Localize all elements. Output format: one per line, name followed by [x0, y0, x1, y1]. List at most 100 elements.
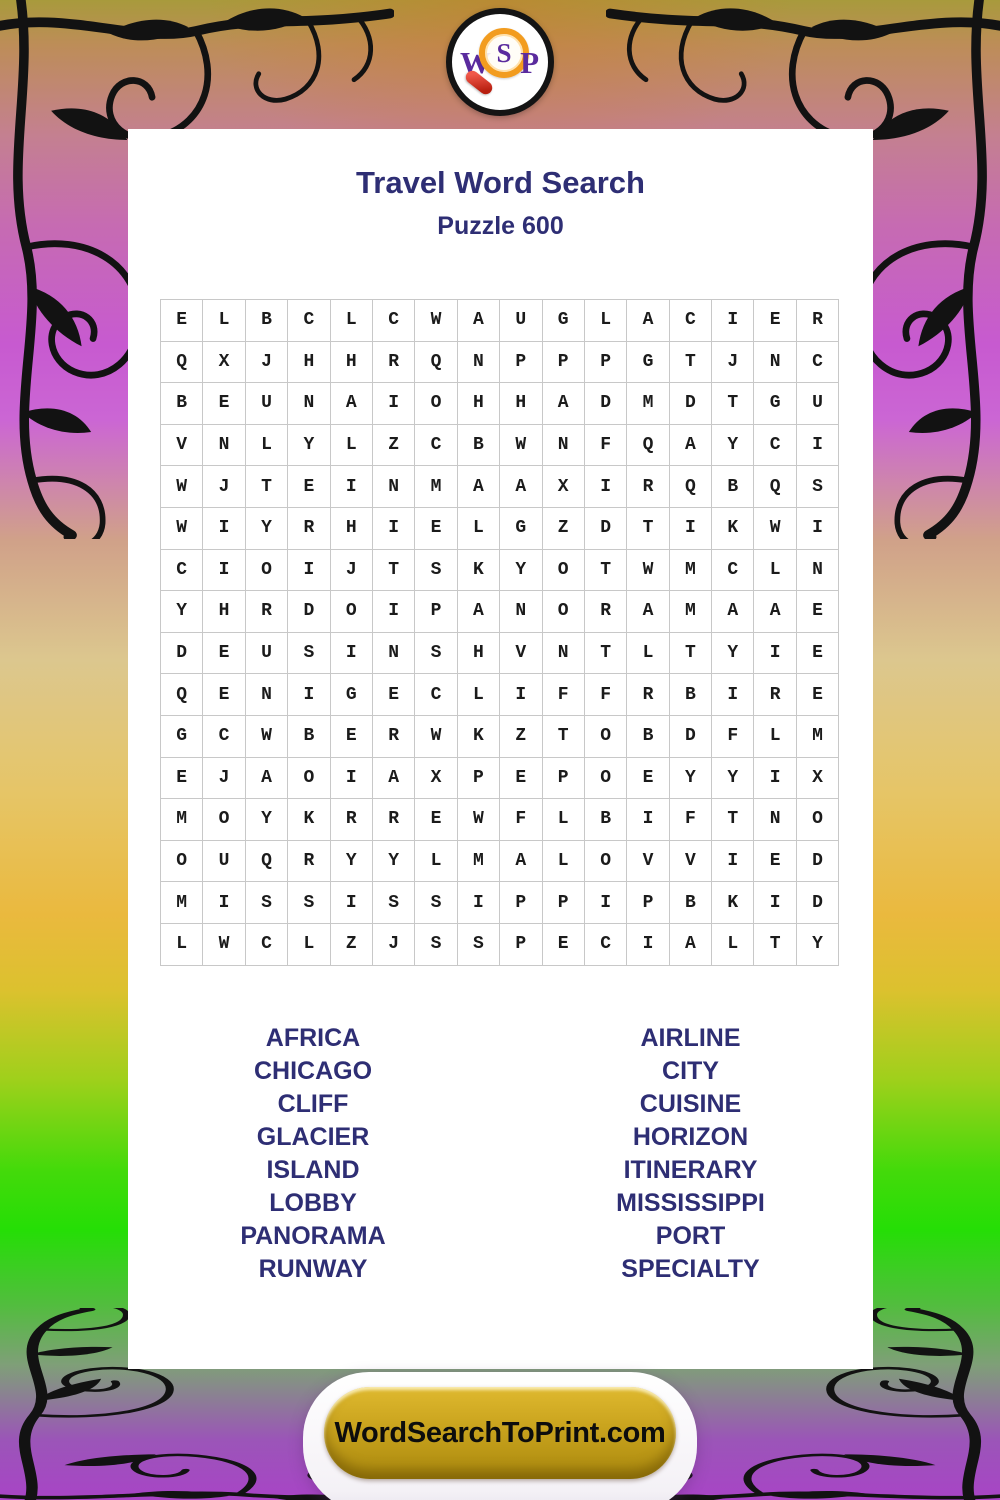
grid-cell: W: [415, 300, 458, 342]
grid-cell: I: [330, 882, 373, 924]
grid-cell: K: [457, 715, 501, 758]
grid-cell: I: [754, 882, 797, 924]
grid-cell: M: [627, 383, 670, 425]
grid-cell: M: [161, 882, 204, 924]
grid-cell: Y: [288, 424, 331, 467]
grid-cell: R: [627, 466, 670, 508]
word-list-item: CHICAGO: [253, 1057, 373, 1085]
grid-cell: Y: [712, 424, 755, 467]
grid-cell: S: [796, 466, 840, 508]
grid-cell: A: [754, 591, 797, 633]
grid-cell: N: [500, 591, 543, 633]
grid-cell: O: [584, 840, 628, 883]
grid-cell: V: [500, 632, 543, 675]
grid-cell: L: [712, 923, 755, 966]
grid-cell: C: [415, 424, 458, 467]
grid-cell: S: [415, 923, 458, 966]
grid-cell: A: [542, 383, 585, 425]
grid-cell: E: [754, 300, 797, 342]
grid-cell: Y: [712, 757, 755, 800]
grid-cell: O: [542, 591, 585, 633]
grid-cell: R: [372, 799, 416, 841]
grid-cell: H: [457, 632, 501, 675]
grid-cell: C: [161, 549, 204, 592]
grid-cell: B: [457, 424, 501, 467]
grid-cell: M: [796, 715, 840, 758]
wsp-logo[interactable]: W S P: [446, 8, 554, 116]
website-button[interactable]: WordSearchToPrint.com: [324, 1387, 676, 1479]
grid-cell: A: [500, 466, 543, 508]
logo-letter-s: S: [496, 37, 512, 68]
grid-cell: A: [669, 923, 713, 966]
grid-cell: W: [627, 549, 670, 592]
word-list-item: MISSISSIPPI: [616, 1189, 765, 1217]
grid-cell: E: [415, 799, 458, 841]
grid-cell: S: [415, 882, 458, 924]
grid-cell: C: [372, 300, 416, 342]
word-list-item: AFRICA: [265, 1024, 361, 1052]
grid-cell: G: [500, 507, 543, 550]
grid-cell: A: [330, 383, 373, 425]
word-list-item: LOBBY: [269, 1189, 357, 1217]
grid-cell: B: [245, 300, 289, 342]
grid-cell: M: [669, 591, 713, 633]
grid-cell: I: [288, 549, 331, 592]
grid-cell: J: [245, 341, 289, 384]
grid-cell: G: [161, 715, 204, 758]
grid-cell: R: [754, 674, 797, 716]
grid-cell: L: [288, 923, 331, 966]
grid-cell: V: [627, 840, 670, 883]
word-list-item: CLIFF: [277, 1090, 349, 1118]
grid-cell: N: [372, 466, 416, 508]
grid-cell: N: [542, 632, 585, 675]
grid-cell: T: [754, 923, 797, 966]
grid-cell: D: [796, 882, 840, 924]
grid-cell: W: [500, 424, 543, 467]
grid-cell: H: [330, 507, 373, 550]
grid-cell: X: [415, 757, 458, 800]
grid-cell: M: [161, 799, 204, 841]
grid-cell: Q: [245, 840, 289, 883]
word-list-left: AFRICA CHICAGO CLIFF GLACIER ISLAND LOBBY PANO…: [183, 1022, 443, 1286]
grid-cell: E: [796, 674, 840, 716]
grid-cell: B: [627, 715, 670, 758]
grid-cell: F: [584, 424, 628, 467]
grid-cell: L: [330, 300, 373, 342]
grid-cell: A: [669, 424, 713, 467]
grid-cell: A: [457, 591, 501, 633]
grid-cell: M: [669, 549, 713, 592]
grid-cell: P: [542, 757, 585, 800]
logo-letter-p: P: [520, 45, 539, 80]
grid-cell: Z: [542, 507, 585, 550]
grid-cell: G: [330, 674, 373, 716]
grid-cell: R: [288, 507, 331, 550]
grid-cell: W: [415, 715, 458, 758]
grid-cell: O: [542, 549, 585, 592]
grid-cell: A: [627, 591, 670, 633]
grid-cell: E: [330, 715, 373, 758]
grid-cell: T: [584, 549, 628, 592]
grid-cell: Y: [330, 840, 373, 883]
grid-cell: I: [500, 674, 543, 716]
grid-cell: E: [796, 632, 840, 675]
grid-cell: D: [584, 383, 628, 425]
grid-cell: L: [457, 507, 501, 550]
grid-cell: Q: [627, 424, 670, 467]
grid-cell: D: [669, 715, 713, 758]
grid-cell: Z: [500, 715, 543, 758]
grid-cell: E: [203, 383, 246, 425]
grid-cell: I: [457, 882, 501, 924]
grid-cell: U: [203, 840, 246, 883]
grid-cell: E: [372, 674, 416, 716]
word-list-item: PORT: [655, 1222, 726, 1250]
word-list-right: AIRLINE CITY CUISINE HORIZON ITINERARY MISSIS…: [548, 1022, 833, 1286]
grid-cell: R: [627, 674, 670, 716]
grid-cell: S: [288, 882, 331, 924]
grid-cell: S: [372, 882, 416, 924]
grid-cell: N: [796, 549, 840, 592]
grid-cell: O: [796, 799, 840, 841]
word-list-item: PANORAMA: [240, 1222, 386, 1250]
grid-cell: P: [542, 882, 585, 924]
